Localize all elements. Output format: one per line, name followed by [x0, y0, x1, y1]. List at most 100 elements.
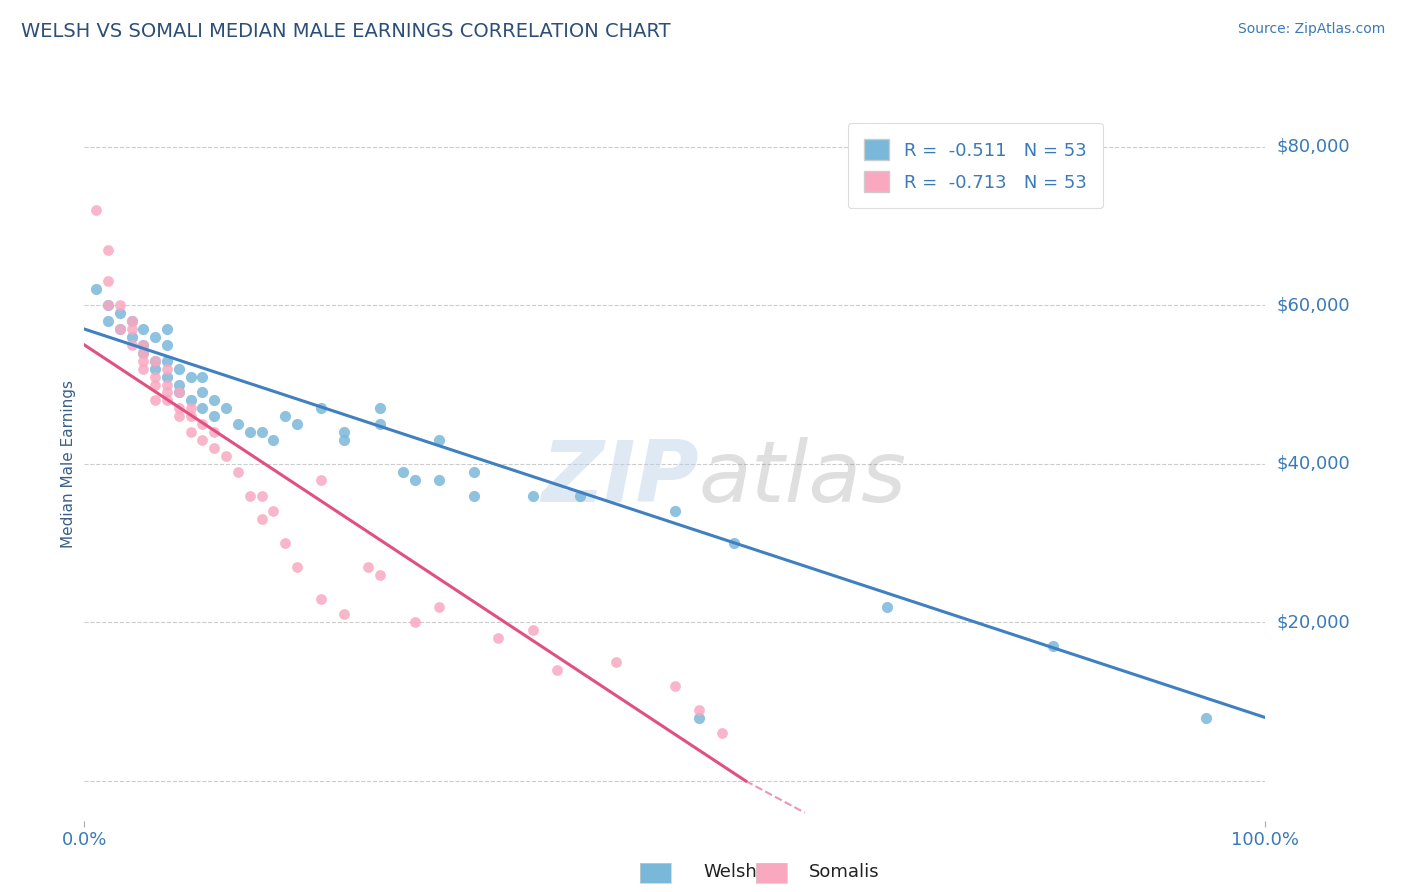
- Point: [191, 417, 214, 432]
- Point: [191, 385, 214, 400]
- Point: [309, 473, 332, 487]
- Point: [97, 275, 120, 289]
- Text: Source: ZipAtlas.com: Source: ZipAtlas.com: [1237, 22, 1385, 37]
- Point: [108, 306, 131, 320]
- Point: [132, 353, 155, 368]
- Point: [250, 425, 273, 439]
- Point: [156, 385, 179, 400]
- Point: [132, 322, 155, 336]
- Point: [463, 489, 485, 503]
- Point: [156, 369, 179, 384]
- Text: $40,000: $40,000: [1277, 455, 1350, 473]
- Point: [180, 409, 202, 424]
- Point: [333, 433, 356, 447]
- Point: [180, 369, 202, 384]
- Point: [427, 433, 450, 447]
- Point: [84, 282, 107, 296]
- Point: [180, 401, 202, 416]
- Point: [262, 504, 284, 518]
- Point: [191, 369, 214, 384]
- Point: [688, 703, 710, 717]
- Point: [132, 338, 155, 352]
- Text: WELSH VS SOMALI MEDIAN MALE EARNINGS CORRELATION CHART: WELSH VS SOMALI MEDIAN MALE EARNINGS COR…: [21, 22, 671, 41]
- Point: [167, 401, 190, 416]
- Point: [97, 298, 120, 312]
- Point: [1195, 710, 1218, 724]
- Point: [180, 425, 202, 439]
- Point: [202, 441, 225, 455]
- Y-axis label: Median Male Earnings: Median Male Earnings: [60, 380, 76, 548]
- Point: [156, 322, 179, 336]
- Text: Welsh: Welsh: [703, 863, 756, 881]
- Point: [711, 726, 734, 740]
- Point: [250, 512, 273, 526]
- Point: [156, 361, 179, 376]
- Point: [121, 314, 143, 328]
- Point: [132, 346, 155, 360]
- Point: [143, 353, 166, 368]
- Point: [202, 409, 225, 424]
- Point: [309, 401, 332, 416]
- Point: [368, 417, 391, 432]
- Point: [121, 330, 143, 344]
- Point: [167, 385, 190, 400]
- Point: [876, 599, 898, 614]
- Point: [404, 473, 426, 487]
- Point: [239, 489, 262, 503]
- Point: [427, 473, 450, 487]
- Point: [84, 203, 107, 218]
- Point: [156, 393, 179, 408]
- Text: $60,000: $60,000: [1277, 296, 1350, 314]
- Point: [121, 322, 143, 336]
- Point: [274, 409, 297, 424]
- Point: [167, 377, 190, 392]
- Text: $20,000: $20,000: [1277, 614, 1350, 632]
- Point: [688, 710, 710, 724]
- Point: [368, 401, 391, 416]
- Point: [143, 369, 166, 384]
- Point: [97, 298, 120, 312]
- Point: [215, 449, 238, 463]
- Point: [262, 433, 284, 447]
- Point: [143, 377, 166, 392]
- Point: [285, 560, 308, 574]
- Point: [664, 504, 686, 518]
- Point: [202, 425, 225, 439]
- Point: [191, 401, 214, 416]
- Point: [215, 401, 238, 416]
- Point: [357, 560, 380, 574]
- Point: [167, 409, 190, 424]
- Point: [1042, 639, 1064, 653]
- Point: [156, 353, 179, 368]
- Point: [132, 346, 155, 360]
- Point: [143, 330, 166, 344]
- Point: [546, 663, 568, 677]
- Point: [522, 489, 544, 503]
- Point: [463, 465, 485, 479]
- Point: [569, 489, 592, 503]
- Point: [309, 591, 332, 606]
- Point: [605, 655, 627, 669]
- Text: Somalis: Somalis: [808, 863, 879, 881]
- Point: [97, 314, 120, 328]
- Point: [226, 417, 249, 432]
- Point: [392, 465, 415, 479]
- Point: [285, 417, 308, 432]
- Point: [121, 314, 143, 328]
- Point: [333, 607, 356, 622]
- Point: [368, 567, 391, 582]
- Text: $80,000: $80,000: [1277, 137, 1350, 156]
- Point: [664, 679, 686, 693]
- Point: [108, 322, 131, 336]
- Point: [143, 353, 166, 368]
- Point: [202, 393, 225, 408]
- Point: [143, 393, 166, 408]
- Point: [143, 361, 166, 376]
- Point: [333, 425, 356, 439]
- Point: [427, 599, 450, 614]
- Point: [167, 385, 190, 400]
- Point: [522, 624, 544, 638]
- Point: [97, 243, 120, 257]
- Point: [156, 377, 179, 392]
- Text: atlas: atlas: [699, 436, 907, 520]
